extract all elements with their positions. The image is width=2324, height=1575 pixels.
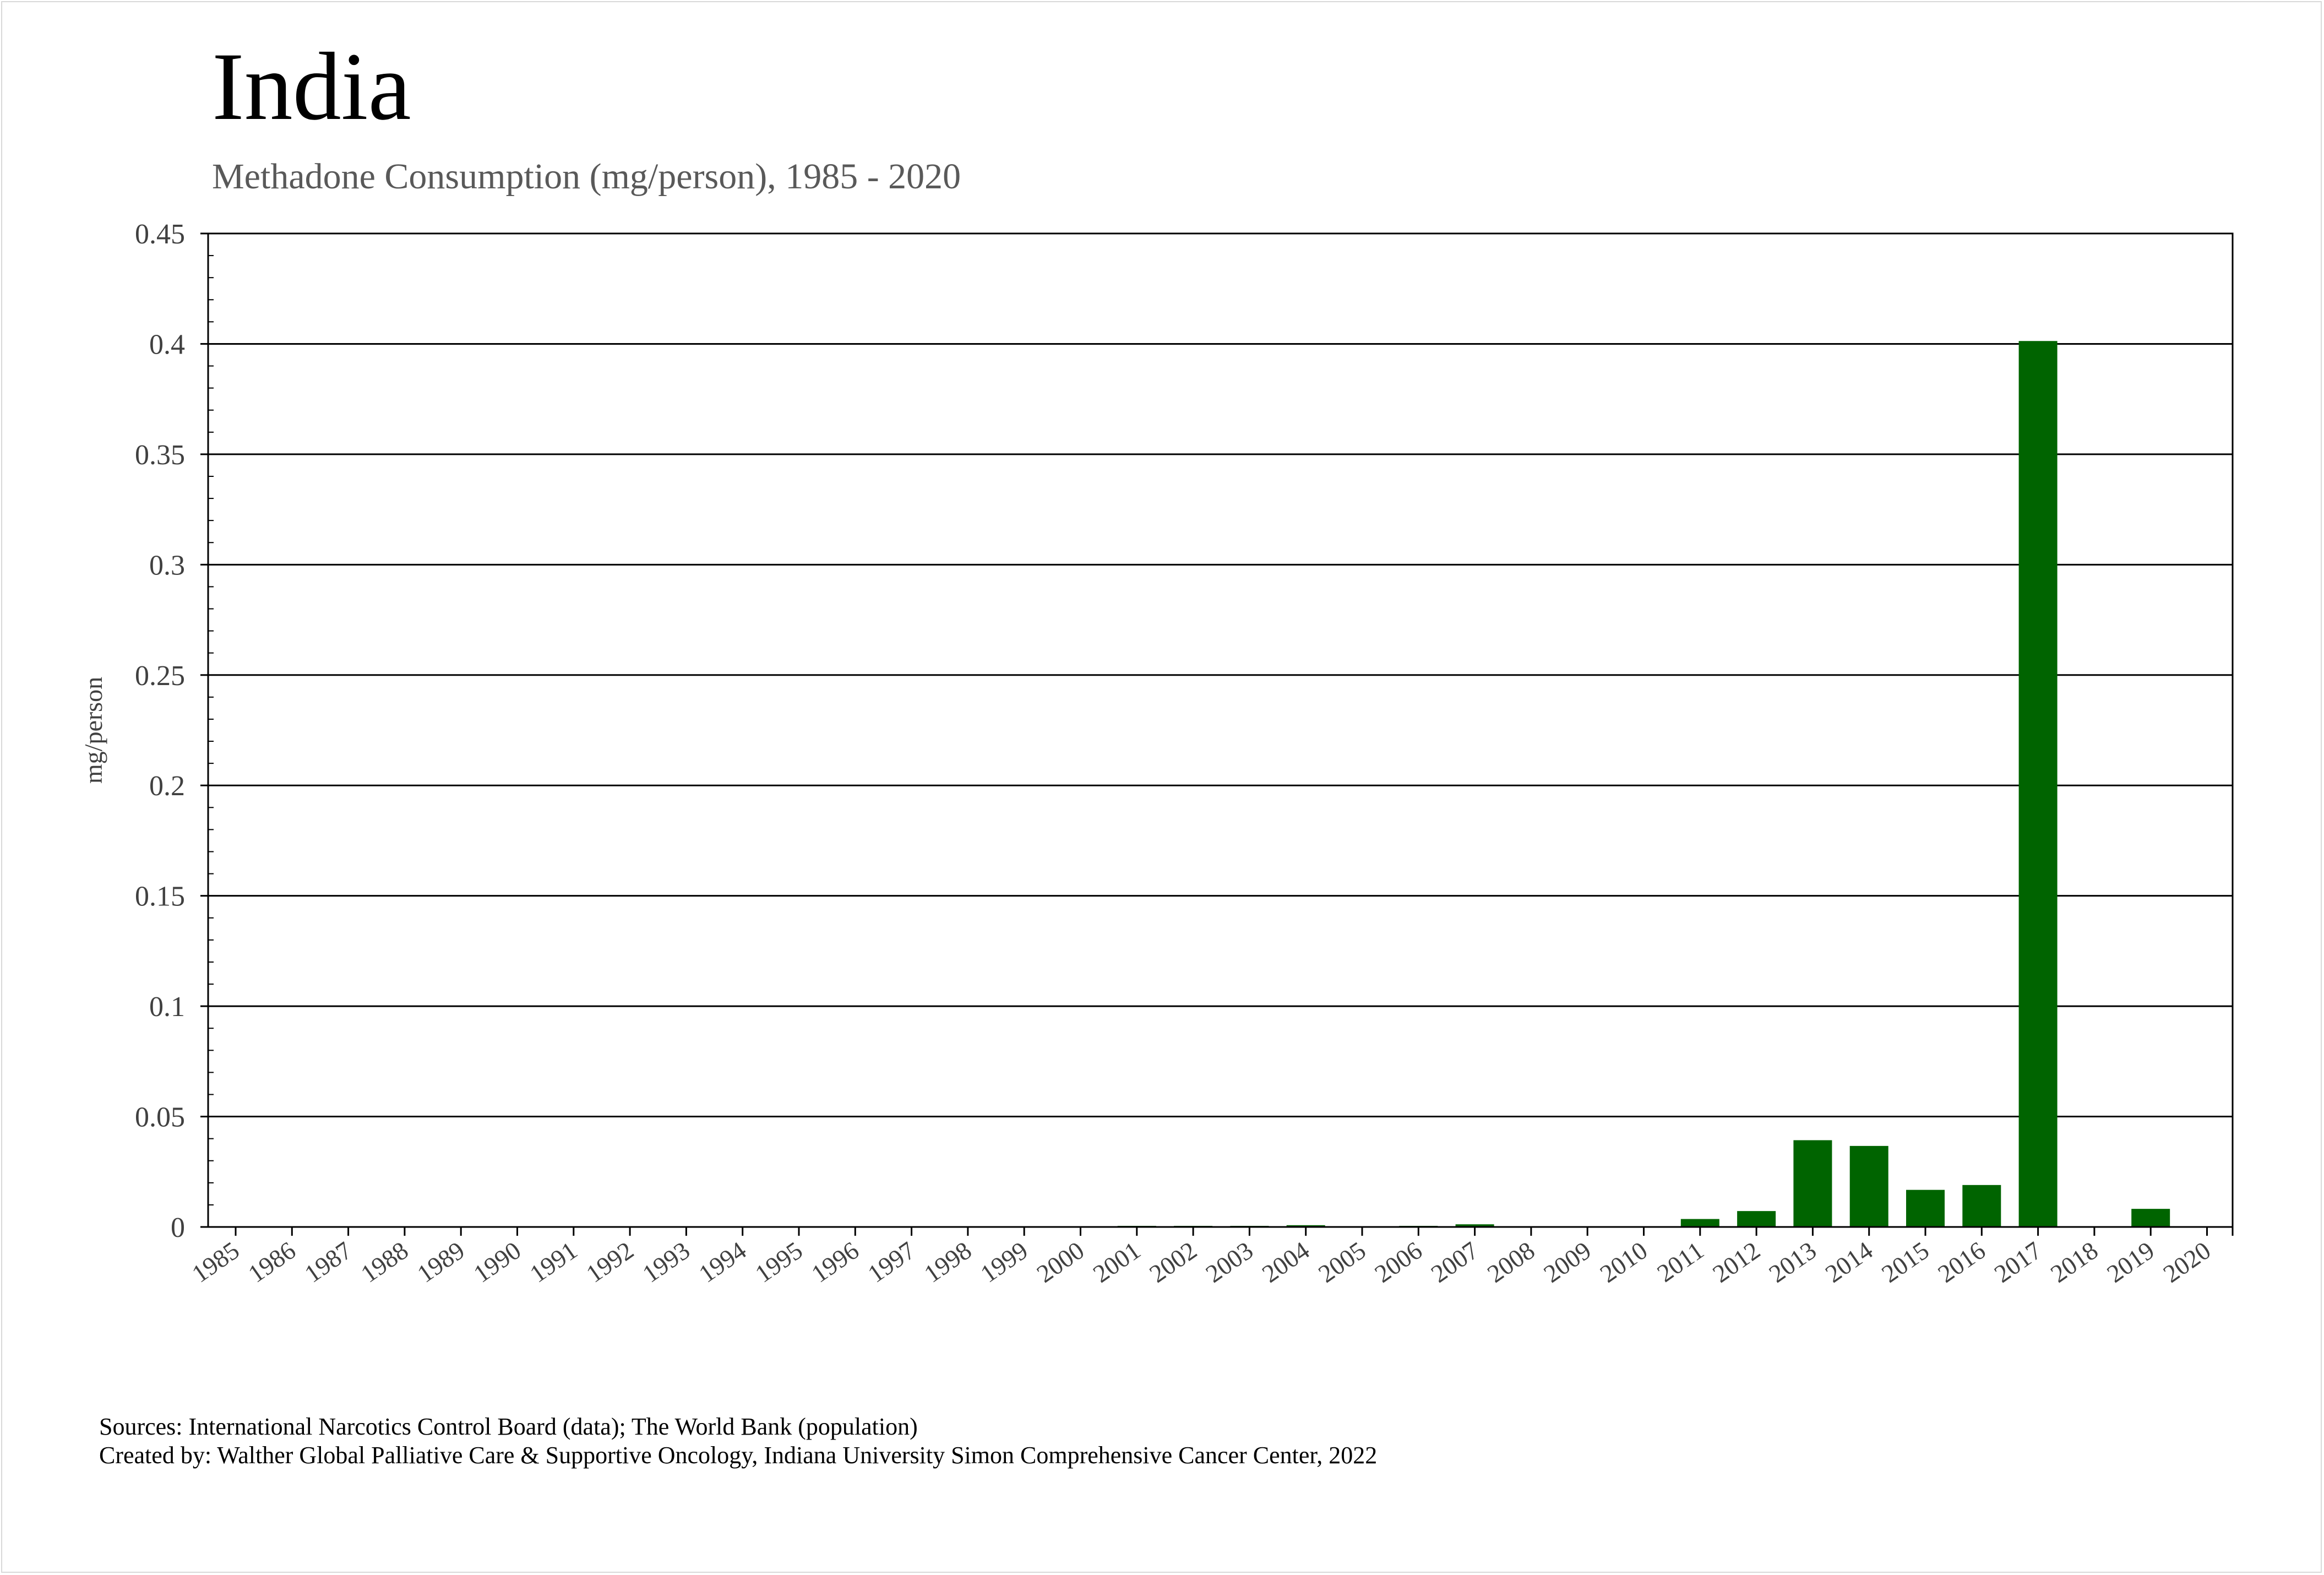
- x-tick-label-2020: 2020: [2158, 1236, 2216, 1288]
- x-tick-label-1989: 1989: [412, 1236, 470, 1288]
- y-tick-label: 0.15: [135, 881, 185, 913]
- x-tick-label-2017: 2017: [1989, 1236, 2047, 1288]
- x-tick-label-2001: 2001: [1088, 1236, 1146, 1288]
- x-tick-label-2005: 2005: [1313, 1236, 1371, 1288]
- x-tick-label-1997: 1997: [863, 1236, 921, 1288]
- chart-subtitle: Methadone Consumption (mg/person), 1985 …: [212, 156, 961, 197]
- x-tick-label-2019: 2019: [2102, 1236, 2159, 1288]
- y-tick-label: 0.4: [149, 329, 185, 360]
- x-tick-label-2011: 2011: [1652, 1236, 1708, 1288]
- bar-2004: [1286, 1225, 1325, 1227]
- x-tick-label-2016: 2016: [1933, 1236, 1990, 1288]
- chart-footer: Sources: International Narcotics Control…: [99, 1413, 1377, 1470]
- y-tick-label: 0.25: [135, 660, 185, 692]
- x-tick-label-1993: 1993: [638, 1236, 695, 1288]
- x-tick-label-1999: 1999: [975, 1236, 1033, 1288]
- bar-2007: [1455, 1224, 1494, 1227]
- x-tick-label-1996: 1996: [806, 1236, 864, 1288]
- bars: [1117, 341, 2170, 1227]
- y-tick-label: 0.3: [149, 550, 185, 581]
- x-tick-label-2004: 2004: [1257, 1236, 1315, 1288]
- x-tick-label-1990: 1990: [469, 1236, 526, 1288]
- x-tick-label-2014: 2014: [1820, 1236, 1878, 1288]
- x-tick-label-1998: 1998: [919, 1236, 977, 1288]
- bar-2014: [1849, 1145, 1888, 1227]
- bar-2016: [1962, 1185, 2001, 1227]
- x-tick-label-2003: 2003: [1201, 1236, 1259, 1288]
- x-tick-label-1992: 1992: [581, 1236, 639, 1288]
- x-tick-label-2008: 2008: [1482, 1236, 1540, 1288]
- x-tick-label-1986: 1986: [243, 1236, 301, 1288]
- x-tick-label-2015: 2015: [1876, 1236, 1934, 1288]
- x-tick-label-2009: 2009: [1538, 1236, 1596, 1288]
- y-axis-label: mg/person: [79, 677, 107, 784]
- x-tick-label-2007: 2007: [1426, 1236, 1484, 1288]
- x-tick-label-1991: 1991: [525, 1236, 583, 1288]
- bar-2019: [2131, 1209, 2170, 1227]
- y-axis-ticks: 0 0.05 0.1 0.15 0.2 0.25 0.3 0.35 0.4 0.45: [135, 219, 214, 1243]
- x-tick-label-1985: 1985: [187, 1236, 244, 1288]
- y-tick-label: 0.2: [149, 770, 185, 802]
- sources-note: Sources: International Narcotics Control…: [99, 1413, 918, 1440]
- y-tick-label: 0.1: [149, 991, 185, 1023]
- bar-2017: [2018, 341, 2058, 1227]
- y-tick-label: 0: [171, 1212, 185, 1243]
- x-tick-label-1995: 1995: [750, 1236, 808, 1288]
- bar-2013: [1793, 1140, 1832, 1227]
- plot-area-border: [207, 232, 2234, 1228]
- y-tick-label: 0.05: [135, 1102, 185, 1133]
- x-tick-label-1994: 1994: [694, 1236, 752, 1288]
- bar-2011: [1680, 1219, 1719, 1227]
- x-axis-ticks: 1985198619871988198919901991199219931994…: [187, 1227, 2234, 1288]
- x-tick-label-2018: 2018: [2045, 1236, 2103, 1288]
- y-tick-label: 0.45: [135, 219, 185, 250]
- bar-2012: [1737, 1211, 1776, 1227]
- x-tick-label-2013: 2013: [1764, 1236, 1822, 1288]
- x-tick-label-2000: 2000: [1032, 1236, 1090, 1288]
- x-tick-label-2006: 2006: [1369, 1236, 1427, 1288]
- bar-2015: [1906, 1190, 1945, 1227]
- x-tick-label-2010: 2010: [1595, 1236, 1653, 1288]
- x-tick-label-2002: 2002: [1144, 1236, 1202, 1288]
- x-tick-label-1987: 1987: [300, 1236, 357, 1288]
- credits-note: Created by: Walther Global Palliative Ca…: [99, 1442, 1378, 1469]
- gridlines: [208, 343, 2233, 1118]
- chart-title: India: [212, 33, 411, 140]
- x-tick-label-2012: 2012: [1707, 1236, 1765, 1288]
- y-tick-label: 0.35: [135, 439, 185, 471]
- x-tick-label-1988: 1988: [356, 1236, 413, 1288]
